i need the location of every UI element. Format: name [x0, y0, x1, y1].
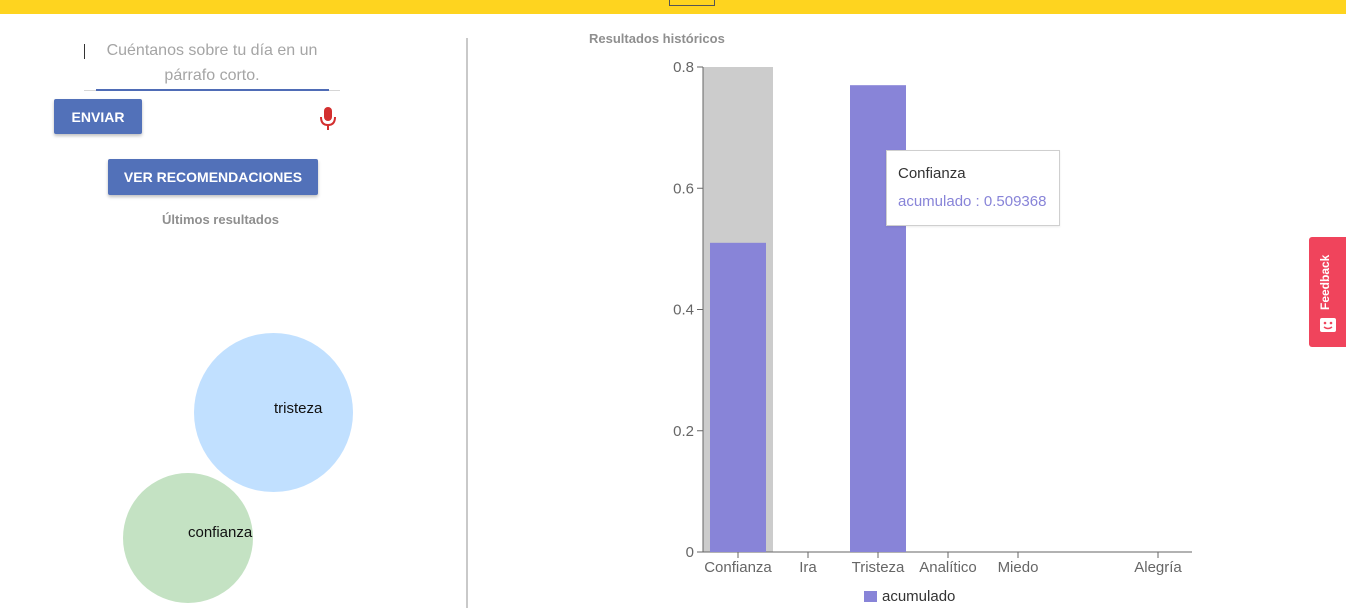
bubble-tristeza [194, 333, 353, 492]
y-tick-label: 0.4 [673, 302, 694, 319]
bubble-label-tristeza: tristeza [274, 400, 323, 417]
x-tick-label: Analítico [919, 559, 977, 576]
smiley-icon [1320, 318, 1336, 332]
history-panel: Resultados históricos [468, 14, 1346, 608]
latest-results-title: Últimos resultados [162, 212, 280, 227]
x-tick-label: Ira [799, 559, 817, 576]
text-caret [84, 44, 85, 59]
tooltip-title: Confianza [898, 165, 966, 182]
panel-divider [466, 38, 468, 608]
y-tick-label: 0.2 [673, 423, 694, 440]
x-tick-label: Alegría [1134, 559, 1182, 576]
chart-tooltip: Confianza acumulado : 0.509368 [886, 150, 1060, 226]
input-underline-active [96, 89, 329, 91]
input-placeholder: Cuéntanos sobre tu día en un párrafo cor… [106, 42, 318, 84]
top-bar [0, 0, 1346, 14]
tooltip-value: acumulado : 0.509368 [898, 193, 1047, 210]
history-results-title: Resultados históricos [589, 31, 725, 46]
day-description-input[interactable]: Cuéntanos sobre tu día en un párrafo cor… [84, 38, 340, 91]
feedback-label: Feedback [1318, 254, 1332, 310]
microphone-icon[interactable] [318, 106, 338, 132]
bar-confianza [710, 242, 766, 552]
y-tick-label: 0.8 [673, 59, 694, 76]
legend-label: acumulado [882, 588, 955, 605]
x-tick-label: Confianza [704, 559, 772, 576]
view-recommendations-button[interactable]: VER RECOMENDACIONES [108, 159, 318, 195]
legend-swatch [864, 591, 877, 602]
top-bar-tab[interactable] [669, 0, 715, 6]
input-panel: Cuéntanos sobre tu día en un párrafo cor… [0, 14, 466, 608]
bubble-confianza [123, 473, 253, 603]
y-tick-label: 0.6 [673, 180, 694, 197]
feedback-tab[interactable]: Feedback [1309, 237, 1346, 347]
x-tick-label: Miedo [998, 559, 1039, 576]
send-button[interactable]: ENVIAR [54, 99, 142, 134]
y-tick-label: 0 [686, 544, 694, 561]
x-tick-label: Tristeza [852, 559, 905, 576]
bubble-label-confianza: confianza [188, 524, 253, 541]
